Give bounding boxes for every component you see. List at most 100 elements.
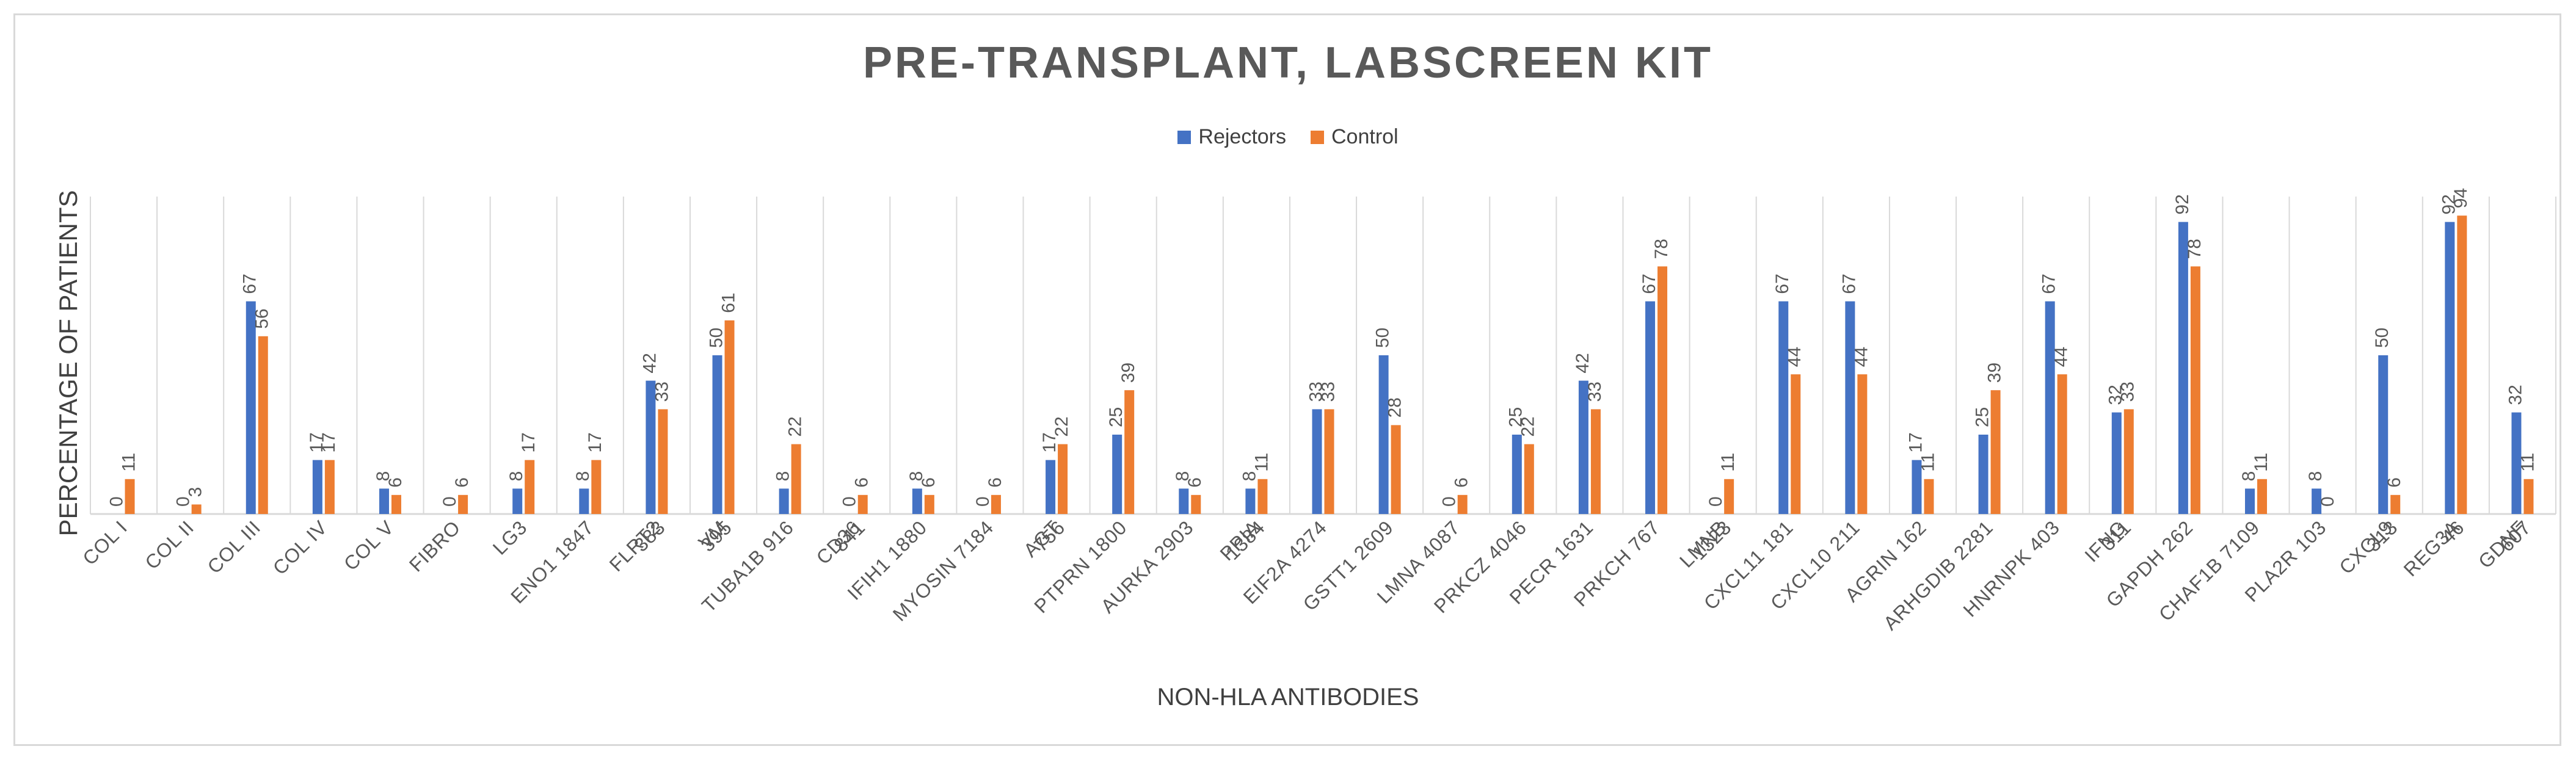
data-label-rejectors: 0 [440, 496, 460, 507]
bar-control [1257, 479, 1268, 514]
data-label-control: 6 [852, 477, 872, 488]
data-label-control: 61 [718, 292, 738, 313]
data-label-rejectors: 42 [639, 353, 660, 373]
data-label-rejectors: 8 [906, 471, 926, 482]
bar-control [191, 504, 202, 514]
bar-rejectors [2045, 301, 2055, 514]
data-label-control: 39 [1985, 363, 2005, 383]
x-tick-label: COL III [203, 516, 264, 577]
legend: Rejectors Control [0, 125, 2576, 149]
x-tick-label-secondary: 395 [696, 516, 736, 556]
bar-rejectors [1845, 301, 1855, 514]
data-label-control: 22 [785, 416, 806, 436]
data-label-rejectors: 8 [373, 471, 393, 482]
data-label-rejectors: 0 [1706, 496, 1726, 507]
data-label-rejectors: 8 [506, 471, 526, 482]
x-tick-label: COL II [140, 516, 198, 573]
data-label-control: 33 [652, 382, 672, 402]
data-label-rejectors: 8 [773, 471, 793, 482]
bar-rejectors [2178, 222, 2188, 514]
bar-control [258, 336, 268, 514]
data-label-rejectors: 32 [2106, 385, 2126, 405]
bar-control [1791, 374, 1801, 514]
x-tick-label: COL IV [269, 516, 332, 579]
bar-control [1857, 374, 1868, 514]
bar-control [2057, 374, 2067, 514]
data-label-control: 22 [1052, 416, 1072, 436]
data-label-control: 17 [585, 432, 605, 452]
data-label-rejectors: 0 [106, 496, 126, 507]
data-label-rejectors: 67 [1772, 273, 1792, 294]
x-tick-label: FIBRO [405, 516, 465, 576]
bar-rejectors [2312, 488, 2322, 514]
data-label-rejectors: 50 [706, 328, 726, 348]
legend-item-control[interactable]: Control [1311, 125, 1399, 149]
bar-control [591, 460, 602, 514]
bar-rejectors [1512, 435, 1522, 514]
bar-control [125, 479, 135, 514]
data-label-control: 6 [385, 477, 406, 488]
legend-item-rejectors[interactable]: Rejectors [1177, 125, 1286, 149]
data-label-control: 6 [919, 477, 939, 488]
bar-rejectors [2245, 488, 2255, 514]
data-label-rejectors: 32 [2505, 385, 2525, 405]
data-label-control: 11 [1918, 453, 1938, 472]
x-tick-label: LG3 [489, 516, 531, 559]
bar-rejectors [312, 460, 322, 514]
data-label-control: 11 [118, 453, 139, 472]
data-label-control: 39 [1118, 363, 1138, 383]
data-label-control: 6 [985, 477, 1005, 488]
bar-rejectors [2378, 355, 2389, 514]
bar-rejectors [2111, 412, 2122, 514]
bar-rejectors [512, 488, 523, 514]
bar-rejectors [1978, 435, 1988, 514]
x-tick-label: COL V [340, 516, 398, 574]
bar-control [525, 460, 535, 514]
bar-rejectors [1778, 301, 1789, 514]
legend-swatch-rejectors [1177, 130, 1192, 144]
bar-rejectors [2511, 412, 2522, 514]
bar-control [724, 320, 735, 514]
bar-rejectors [1245, 488, 1256, 514]
data-label-control: 33 [1318, 382, 1338, 402]
data-label-control: 11 [2517, 453, 2538, 472]
data-label-rejectors: 33 [1306, 382, 1326, 402]
data-label-rejectors: 17 [1039, 432, 1060, 452]
bar-rejectors [2445, 222, 2455, 514]
bar-control [991, 494, 1001, 514]
data-label-control: 17 [518, 432, 539, 452]
chart-frame [13, 13, 2561, 746]
data-label-control: 11 [1718, 453, 1738, 472]
bar-rejectors [246, 301, 256, 514]
bar-control [924, 494, 934, 514]
data-label-rejectors: 0 [1439, 496, 1460, 507]
data-label-rejectors: 67 [240, 273, 260, 294]
data-label-rejectors: 0 [840, 496, 860, 507]
data-label-rejectors: 67 [1839, 273, 1859, 294]
bar-rejectors [1645, 301, 1656, 514]
bar-control [2190, 266, 2200, 514]
data-label-control: 17 [319, 432, 339, 452]
bar-control [1457, 494, 1468, 514]
legend-label-control: Control [1331, 125, 1399, 148]
bar-control [1191, 494, 1201, 514]
data-label-control: 6 [1452, 477, 1472, 488]
data-label-control: 11 [1251, 453, 1272, 472]
data-label-rejectors: 67 [1639, 273, 1659, 294]
data-label-rejectors: 42 [1573, 353, 1593, 373]
bar-rejectors [1312, 409, 1322, 514]
bar-control [2257, 479, 2268, 514]
legend-label-rejectors: Rejectors [1198, 125, 1286, 148]
bar-control [1990, 390, 2001, 514]
bar-control [1324, 409, 1334, 514]
bar-rejectors [1378, 355, 1389, 514]
bar-control [1924, 479, 1934, 514]
data-label-rejectors: 25 [1973, 407, 1993, 427]
bar-rejectors [379, 488, 389, 514]
bar-control [324, 460, 335, 514]
bar-control [1657, 266, 1668, 514]
data-label-control: 78 [2185, 239, 2205, 259]
data-label-control: 44 [1785, 347, 1805, 367]
data-label-control: 28 [1385, 397, 1405, 418]
